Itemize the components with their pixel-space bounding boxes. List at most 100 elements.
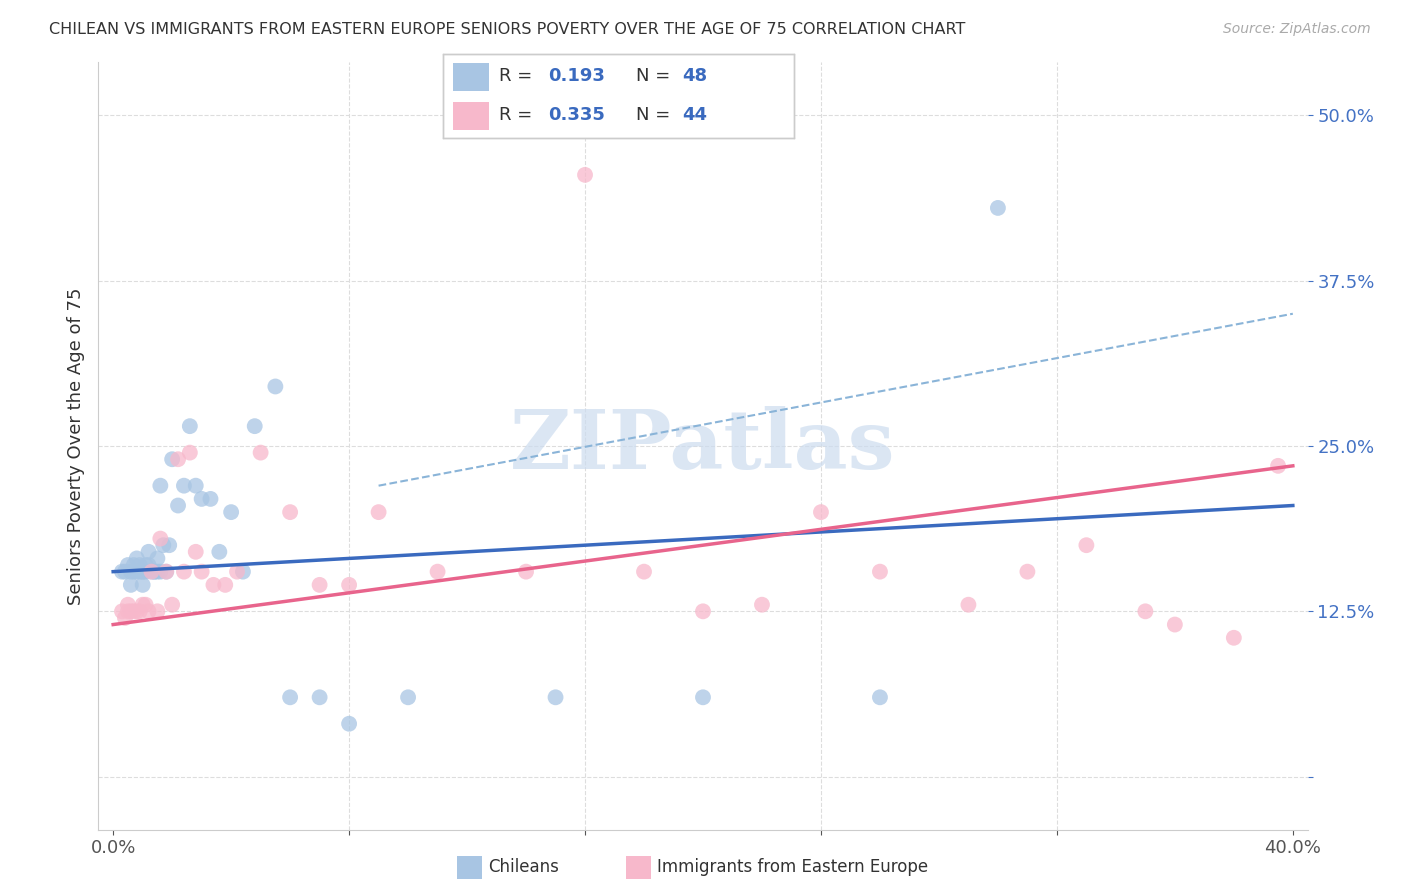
Point bbox=[138, 604, 160, 618]
Point bbox=[208, 545, 231, 559]
Text: Immigrants from Eastern Europe: Immigrants from Eastern Europe bbox=[657, 858, 928, 876]
Point bbox=[574, 168, 596, 182]
Point bbox=[146, 604, 169, 618]
Point bbox=[167, 499, 190, 513]
Point bbox=[131, 578, 153, 592]
Point bbox=[278, 690, 301, 705]
Point bbox=[226, 565, 249, 579]
Point bbox=[125, 565, 148, 579]
Point bbox=[810, 505, 832, 519]
Point bbox=[135, 598, 157, 612]
Point bbox=[1267, 458, 1289, 473]
Point bbox=[396, 690, 419, 705]
Point bbox=[214, 578, 236, 592]
Point bbox=[117, 598, 139, 612]
Point bbox=[173, 565, 195, 579]
Text: ZIPatlas: ZIPatlas bbox=[510, 406, 896, 486]
Point bbox=[160, 598, 183, 612]
Point bbox=[179, 445, 201, 459]
Text: N =: N = bbox=[636, 106, 676, 124]
Point bbox=[131, 598, 153, 612]
Point bbox=[249, 445, 271, 459]
Point bbox=[190, 491, 212, 506]
Point bbox=[146, 551, 169, 566]
Point bbox=[232, 565, 254, 579]
Point bbox=[149, 532, 172, 546]
Point bbox=[692, 690, 714, 705]
Point bbox=[337, 716, 360, 731]
Point bbox=[426, 565, 449, 579]
Point bbox=[184, 478, 207, 492]
Point bbox=[173, 478, 195, 492]
Point bbox=[987, 201, 1010, 215]
Point bbox=[117, 558, 139, 572]
Bar bbox=[453, 102, 489, 130]
Point bbox=[155, 565, 177, 579]
Text: CHILEAN VS IMMIGRANTS FROM EASTERN EUROPE SENIORS POVERTY OVER THE AGE OF 75 COR: CHILEAN VS IMMIGRANTS FROM EASTERN EUROP… bbox=[49, 22, 966, 37]
Point bbox=[128, 565, 150, 579]
Point bbox=[278, 505, 301, 519]
Point bbox=[167, 452, 190, 467]
Point bbox=[957, 598, 980, 612]
Point bbox=[125, 551, 148, 566]
Point bbox=[138, 558, 160, 572]
Point bbox=[264, 379, 287, 393]
Point bbox=[633, 565, 655, 579]
Point bbox=[1135, 604, 1157, 618]
Point bbox=[308, 578, 330, 592]
Text: R =: R = bbox=[499, 68, 538, 86]
Point bbox=[155, 565, 177, 579]
Point bbox=[117, 604, 139, 618]
Point bbox=[160, 452, 183, 467]
Point bbox=[125, 604, 148, 618]
Text: 0.193: 0.193 bbox=[548, 68, 605, 86]
Point bbox=[184, 545, 207, 559]
Point bbox=[128, 604, 150, 618]
Text: 48: 48 bbox=[682, 68, 707, 86]
Point bbox=[869, 565, 891, 579]
Point bbox=[869, 690, 891, 705]
Point bbox=[1164, 617, 1187, 632]
Point bbox=[1017, 565, 1039, 579]
Point bbox=[122, 604, 145, 618]
Text: Source: ZipAtlas.com: Source: ZipAtlas.com bbox=[1223, 22, 1371, 37]
Text: 0.335: 0.335 bbox=[548, 106, 605, 124]
Point bbox=[190, 565, 212, 579]
Point bbox=[152, 538, 174, 552]
Point bbox=[179, 419, 201, 434]
Point bbox=[337, 578, 360, 592]
Point bbox=[131, 565, 153, 579]
Point bbox=[114, 611, 136, 625]
Point bbox=[515, 565, 537, 579]
Text: 44: 44 bbox=[682, 106, 707, 124]
Point bbox=[135, 558, 157, 572]
Point bbox=[114, 565, 136, 579]
Point bbox=[141, 565, 163, 579]
Point bbox=[544, 690, 567, 705]
Point bbox=[120, 604, 142, 618]
Point bbox=[141, 565, 163, 579]
Point bbox=[111, 604, 134, 618]
Point bbox=[692, 604, 714, 618]
Point bbox=[751, 598, 773, 612]
Y-axis label: Seniors Poverty Over the Age of 75: Seniors Poverty Over the Age of 75 bbox=[66, 287, 84, 605]
Point bbox=[1223, 631, 1246, 645]
Point bbox=[219, 505, 242, 519]
Point bbox=[122, 565, 145, 579]
Point bbox=[1076, 538, 1098, 552]
Point bbox=[202, 578, 225, 592]
Point bbox=[243, 419, 266, 434]
Text: Chileans: Chileans bbox=[488, 858, 558, 876]
Point bbox=[135, 565, 157, 579]
Point bbox=[143, 565, 166, 579]
Point bbox=[149, 565, 172, 579]
Point bbox=[149, 478, 172, 492]
Point bbox=[143, 565, 166, 579]
Bar bbox=[453, 62, 489, 91]
Point bbox=[200, 491, 222, 506]
Point bbox=[146, 565, 169, 579]
Point bbox=[367, 505, 389, 519]
Text: N =: N = bbox=[636, 68, 676, 86]
Point bbox=[122, 558, 145, 572]
Text: R =: R = bbox=[499, 106, 538, 124]
